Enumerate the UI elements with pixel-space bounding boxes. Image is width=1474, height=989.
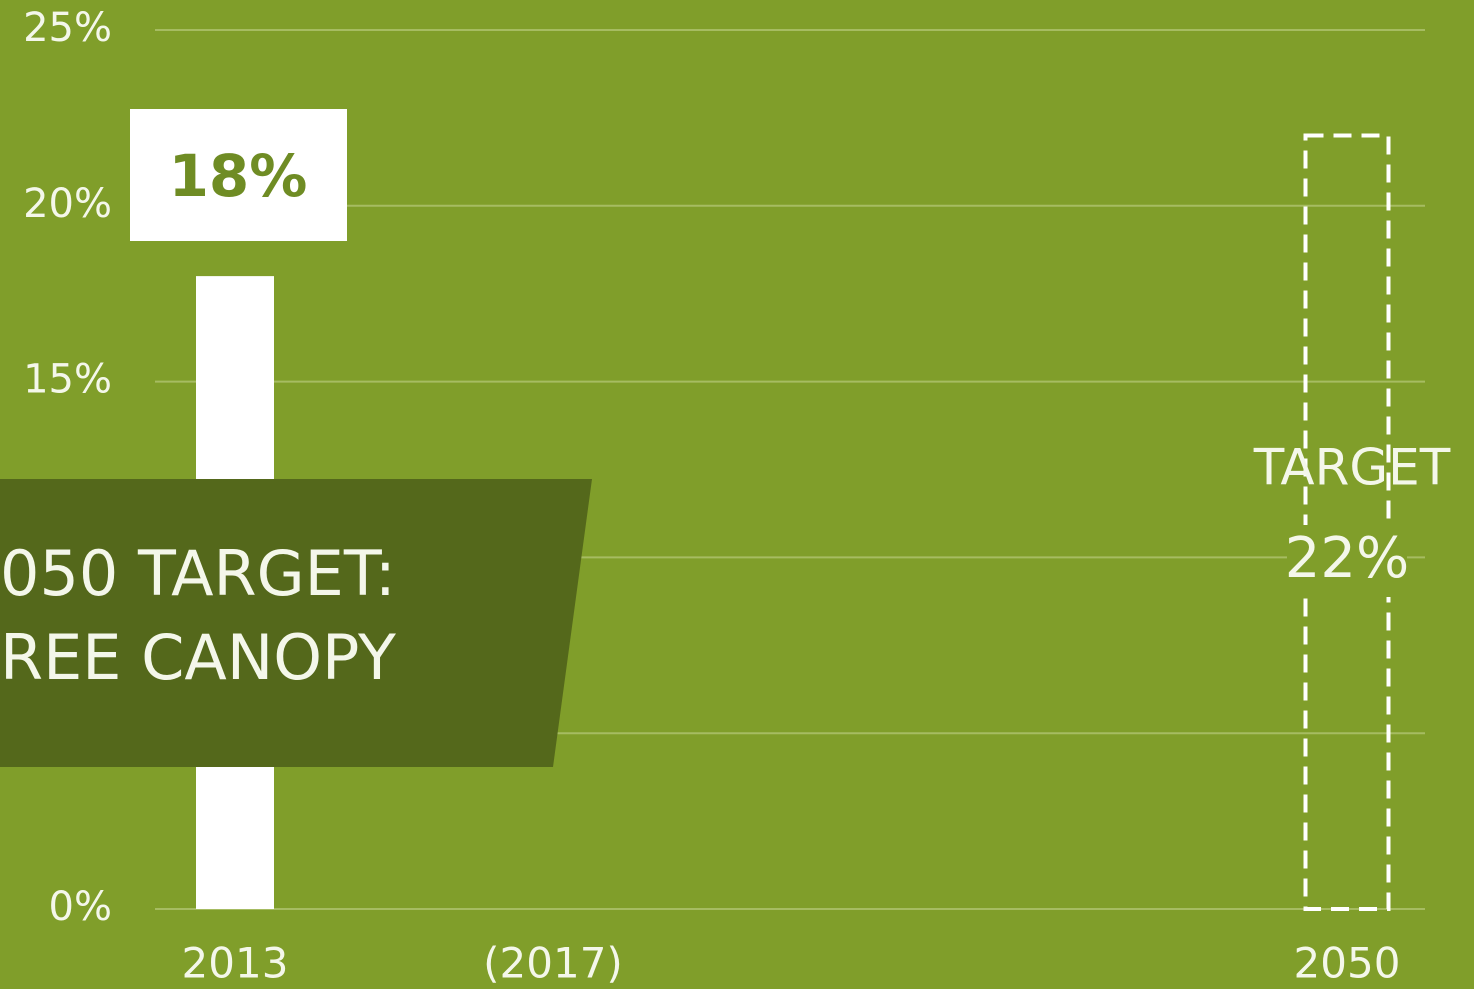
callout-line: REE CANOPY [0,621,396,694]
label-backdrop [1287,525,1407,597]
y-tick-label: 25% [23,5,112,51]
y-tick-label: 15% [23,357,112,403]
x-tick-label: 2050 [1294,939,1401,988]
callout-panel [0,479,592,767]
y-tick-label: 20% [23,181,112,227]
value-label-box [130,109,347,241]
x-tick-label: (2017) [483,939,623,988]
callout-line: 050 TARGET: [0,537,396,610]
value-label: 18% [169,142,308,210]
x-tick-label: 2013 [182,939,289,988]
value-label: 22% [1285,526,1409,591]
target-bar [1303,133,1391,912]
annotation: TARGET [1253,439,1451,497]
y-tick-label: 0% [49,884,112,930]
